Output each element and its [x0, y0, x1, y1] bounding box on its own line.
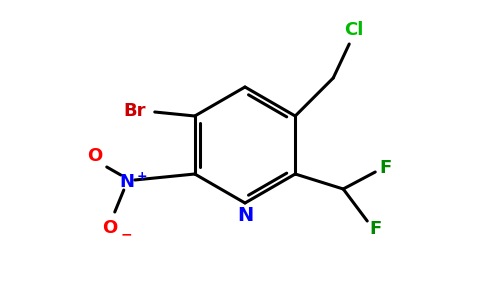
Text: F: F: [369, 220, 381, 238]
Text: N: N: [237, 206, 253, 225]
Text: N: N: [119, 173, 134, 191]
Text: Br: Br: [123, 102, 146, 120]
Text: −: −: [121, 227, 133, 241]
Text: Cl: Cl: [345, 21, 364, 39]
Text: O: O: [102, 219, 118, 237]
Text: +: +: [137, 170, 148, 184]
Text: O: O: [87, 147, 103, 165]
Text: F: F: [379, 159, 392, 177]
